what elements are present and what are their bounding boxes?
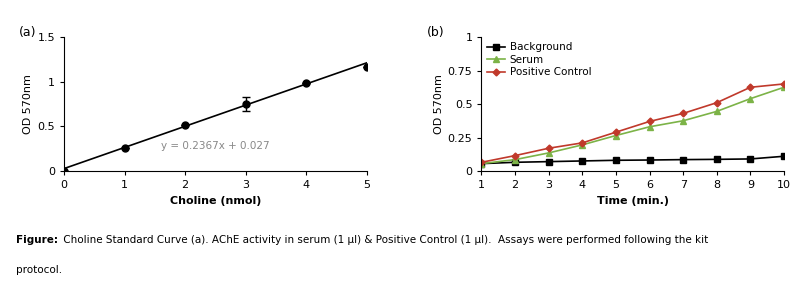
Serum <box>510 158 520 161</box>
Y-axis label: OD 570nm: OD 570nm <box>23 74 33 134</box>
Positive Control <box>645 120 654 123</box>
Text: Figure:: Figure: <box>16 235 58 245</box>
Y-axis label: OD 570nm: OD 570nm <box>434 74 443 134</box>
Background <box>510 160 520 164</box>
Text: (b): (b) <box>427 26 445 39</box>
Line: Positive Control: Positive Control <box>479 82 786 165</box>
Background <box>779 154 789 158</box>
Background <box>712 158 722 161</box>
Background <box>477 162 486 165</box>
Text: (a): (a) <box>18 26 36 39</box>
Serum <box>779 86 789 89</box>
Positive Control <box>510 154 520 157</box>
Text: protocol.: protocol. <box>16 265 62 275</box>
Positive Control <box>611 131 621 134</box>
Serum <box>544 151 554 155</box>
Legend: Background, Serum, Positive Control: Background, Serum, Positive Control <box>486 42 591 78</box>
Line: Serum: Serum <box>478 84 787 167</box>
X-axis label: Time (min.): Time (min.) <box>597 196 669 205</box>
Background <box>544 160 554 163</box>
Background <box>611 158 621 162</box>
Serum <box>578 143 587 146</box>
Positive Control <box>544 146 554 150</box>
Positive Control <box>578 141 587 144</box>
Serum <box>746 97 755 100</box>
Serum <box>477 162 486 165</box>
Positive Control <box>477 160 486 164</box>
Positive Control <box>712 101 722 104</box>
Background <box>578 159 587 163</box>
Serum <box>678 119 688 123</box>
Serum <box>712 110 722 113</box>
Background <box>678 158 688 161</box>
Text: y = 0.2367x + 0.027: y = 0.2367x + 0.027 <box>161 141 270 151</box>
Background <box>645 158 654 162</box>
Serum <box>611 134 621 137</box>
Positive Control <box>746 86 755 89</box>
Positive Control <box>779 82 789 86</box>
Background <box>746 157 755 161</box>
X-axis label: Choline (nmol): Choline (nmol) <box>170 196 261 205</box>
Positive Control <box>678 112 688 115</box>
Text: Choline Standard Curve (a). AChE activity in serum (1 μl) & Positive Control (1 : Choline Standard Curve (a). AChE activit… <box>60 235 708 245</box>
Line: Background: Background <box>478 154 786 166</box>
Serum <box>645 125 654 129</box>
